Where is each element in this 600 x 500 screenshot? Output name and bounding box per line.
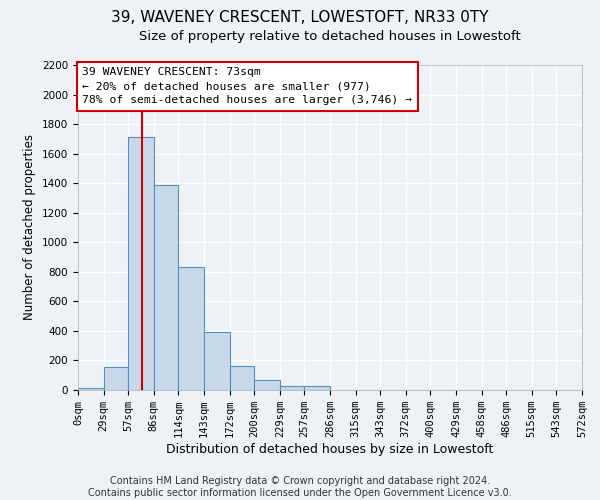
Bar — [280, 386, 304, 390]
Bar — [154, 184, 178, 390]
Bar — [128, 138, 154, 390]
Bar — [230, 366, 254, 390]
X-axis label: Distribution of detached houses by size in Lowestoft: Distribution of detached houses by size … — [166, 443, 494, 456]
Text: 39, WAVENEY CRESCENT, LOWESTOFT, NR33 0TY: 39, WAVENEY CRESCENT, LOWESTOFT, NR33 0T… — [111, 10, 489, 25]
Bar — [178, 268, 204, 390]
Text: 39 WAVENEY CRESCENT: 73sqm
← 20% of detached houses are smaller (977)
78% of sem: 39 WAVENEY CRESCENT: 73sqm ← 20% of deta… — [82, 67, 412, 105]
Bar — [254, 380, 280, 390]
Bar — [204, 332, 230, 390]
Bar — [104, 367, 128, 390]
Text: Contains HM Land Registry data © Crown copyright and database right 2024.
Contai: Contains HM Land Registry data © Crown c… — [88, 476, 512, 498]
Bar — [78, 388, 104, 390]
Y-axis label: Number of detached properties: Number of detached properties — [23, 134, 37, 320]
Bar — [304, 386, 330, 390]
Title: Size of property relative to detached houses in Lowestoft: Size of property relative to detached ho… — [139, 30, 521, 43]
